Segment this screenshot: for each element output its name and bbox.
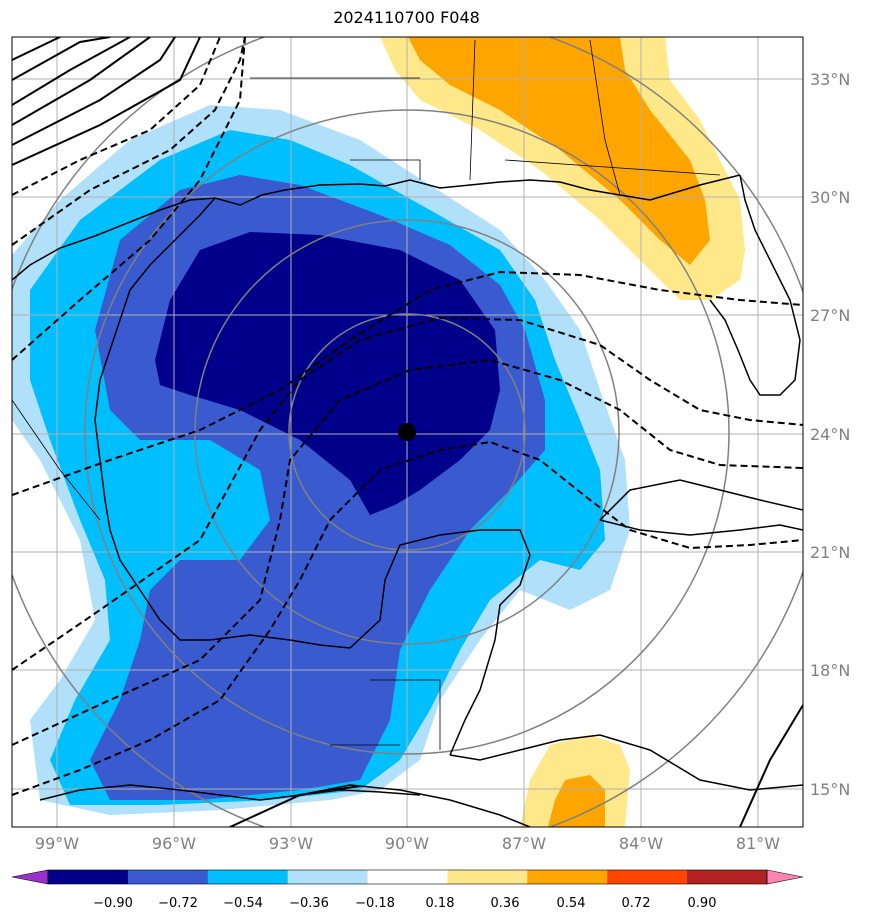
lat-label: 24°N	[810, 425, 850, 444]
lon-label: 93°W	[269, 834, 313, 853]
colorbar-tick-label: 0.18	[426, 896, 455, 911]
colorbar-extend-low	[11, 869, 49, 885]
borders	[12, 39, 721, 750]
shade-yellow-north	[380, 37, 745, 300]
colorbar-tick-label: −0.18	[355, 896, 395, 911]
colorbar-segment	[607, 870, 688, 884]
lat-labels: 33°N 30°N 27°N 24°N 21°N 18°N 15°N	[810, 70, 850, 799]
colorbar-extend-high	[766, 869, 804, 885]
colorbar-tick-label: −0.72	[158, 896, 198, 911]
lat-label: 30°N	[810, 188, 850, 207]
map-title: 2024110700 F048	[333, 8, 480, 27]
colorbar-tick-label: −0.36	[289, 896, 329, 911]
lon-label: 96°W	[152, 834, 196, 853]
colorbar-tick-label: −0.54	[223, 896, 263, 911]
gridlines	[12, 37, 803, 827]
shade-orange-north	[408, 37, 710, 265]
lat-label: 18°N	[810, 661, 850, 680]
map-area	[12, 37, 803, 827]
dashed-contours	[12, 37, 803, 796]
coastlines	[12, 174, 803, 827]
map-frame	[11, 36, 804, 828]
lon-label: 90°W	[385, 834, 429, 853]
shade-orange-south	[548, 775, 605, 827]
colorbar-tick-label: 0.72	[622, 896, 651, 911]
colorbar-segment	[48, 870, 129, 884]
colorbar-segment	[367, 870, 448, 884]
colorbar-tick-label: 0.90	[688, 896, 717, 911]
colorbar-segment	[287, 870, 369, 884]
lon-label: 87°W	[502, 834, 546, 853]
solid-contours	[12, 37, 803, 827]
lon-label: 81°W	[736, 834, 780, 853]
lat-label: 15°N	[810, 780, 850, 799]
colorbar-frame	[47, 869, 768, 885]
lat-label: 27°N	[810, 306, 850, 325]
shade-navy	[155, 232, 500, 515]
lon-label: 84°W	[619, 834, 663, 853]
colorbar-segment	[527, 870, 608, 884]
lon-labels: 99°W 96°W 93°W 90°W 87°W 84°W 81°W	[35, 834, 780, 853]
colorbar-segment	[127, 870, 209, 884]
colorbar-tick-label: −0.90	[93, 896, 133, 911]
lat-label: 33°N	[810, 70, 850, 89]
lat-label: 21°N	[810, 543, 850, 562]
range-rings	[12, 37, 803, 827]
colorbar-segment	[687, 870, 768, 884]
colorbar-tick-label: 0.54	[557, 896, 586, 911]
colorbar-segment	[447, 870, 528, 884]
storm-center-marker	[398, 423, 416, 441]
colorbar-tick-label: 0.36	[491, 896, 520, 911]
colorbar-segment	[207, 870, 289, 884]
lon-label: 99°W	[35, 834, 79, 853]
colorbar: −0.90 −0.72 −0.54 −0.36 −0.18 0.18 0.36 …	[11, 869, 804, 911]
